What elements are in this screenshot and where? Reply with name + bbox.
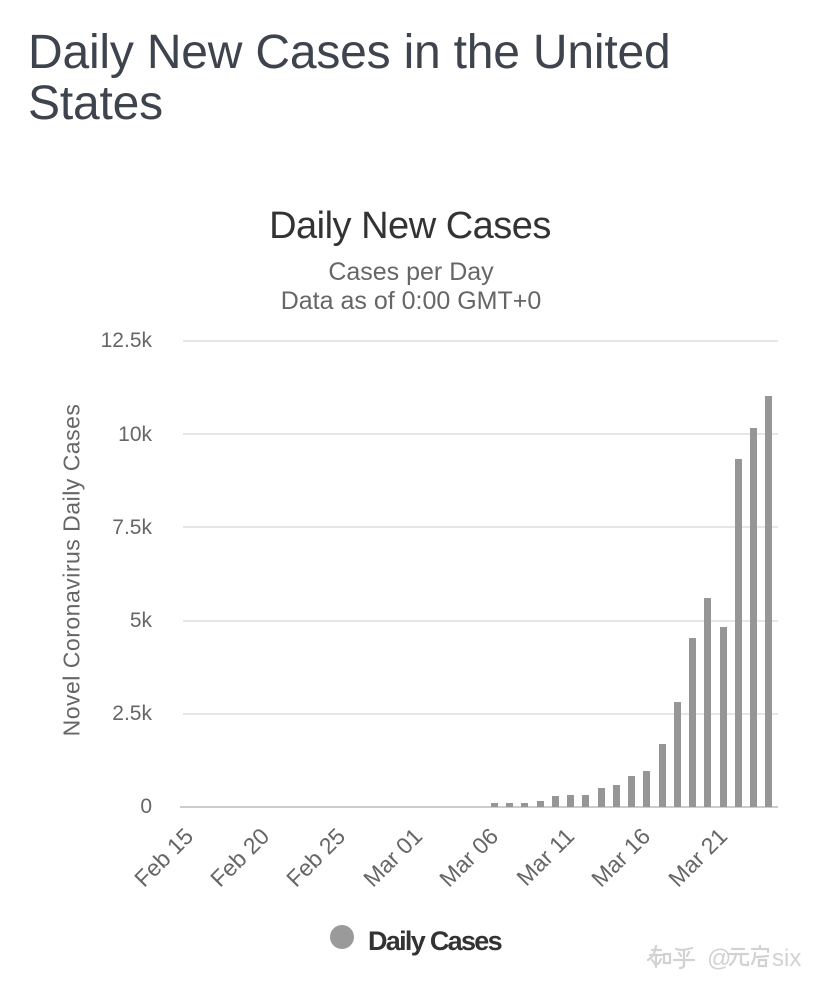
svg-text:@: @ <box>707 945 731 972</box>
svg-text:six: six <box>772 945 801 972</box>
